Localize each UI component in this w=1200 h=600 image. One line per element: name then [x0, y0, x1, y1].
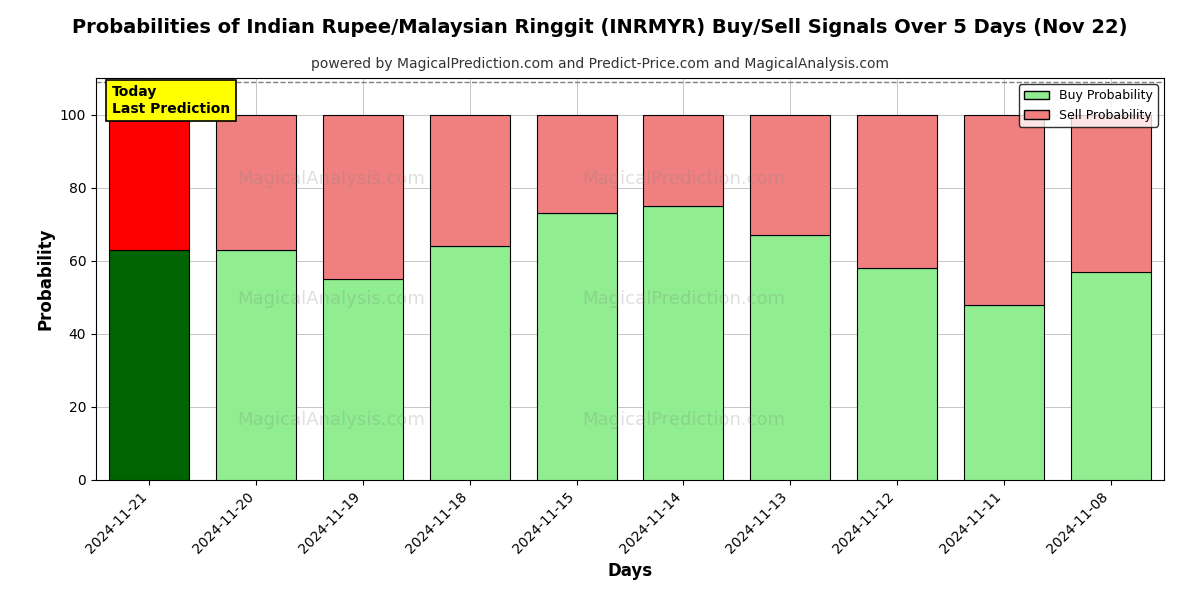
Bar	[536, 213, 617, 480]
Bar	[643, 115, 724, 206]
Text: MagicalPrediction.com: MagicalPrediction.com	[582, 169, 785, 187]
Bar	[750, 115, 830, 235]
Text: MagicalAnalysis.com: MagicalAnalysis.com	[238, 290, 425, 308]
Bar	[643, 206, 724, 480]
Text: Probabilities of Indian Rupee/Malaysian Ringgit (INRMYR) Buy/Sell Signals Over 5: Probabilities of Indian Rupee/Malaysian …	[72, 18, 1128, 37]
Bar	[857, 115, 937, 268]
Text: MagicalPrediction.com: MagicalPrediction.com	[582, 290, 785, 308]
X-axis label: Days: Days	[607, 562, 653, 580]
Bar	[216, 115, 296, 250]
Bar	[750, 235, 830, 480]
Y-axis label: Probability: Probability	[36, 228, 54, 330]
Bar	[1070, 115, 1151, 272]
Bar	[964, 305, 1044, 480]
Bar	[857, 268, 937, 480]
Text: MagicalAnalysis.com: MagicalAnalysis.com	[238, 410, 425, 428]
Text: MagicalAnalysis.com: MagicalAnalysis.com	[238, 169, 425, 187]
Bar	[109, 115, 190, 250]
Bar	[1070, 272, 1151, 480]
Bar	[430, 115, 510, 246]
Text: powered by MagicalPrediction.com and Predict-Price.com and MagicalAnalysis.com: powered by MagicalPrediction.com and Pre…	[311, 57, 889, 71]
Bar	[536, 115, 617, 213]
Text: MagicalPrediction.com: MagicalPrediction.com	[582, 410, 785, 428]
Bar	[109, 250, 190, 480]
Bar	[216, 250, 296, 480]
Text: Today
Last Prediction: Today Last Prediction	[112, 85, 230, 116]
Legend: Buy Probability, Sell Probability: Buy Probability, Sell Probability	[1019, 84, 1158, 127]
Bar	[430, 246, 510, 480]
Bar	[323, 115, 403, 279]
Bar	[323, 279, 403, 480]
Bar	[964, 115, 1044, 305]
